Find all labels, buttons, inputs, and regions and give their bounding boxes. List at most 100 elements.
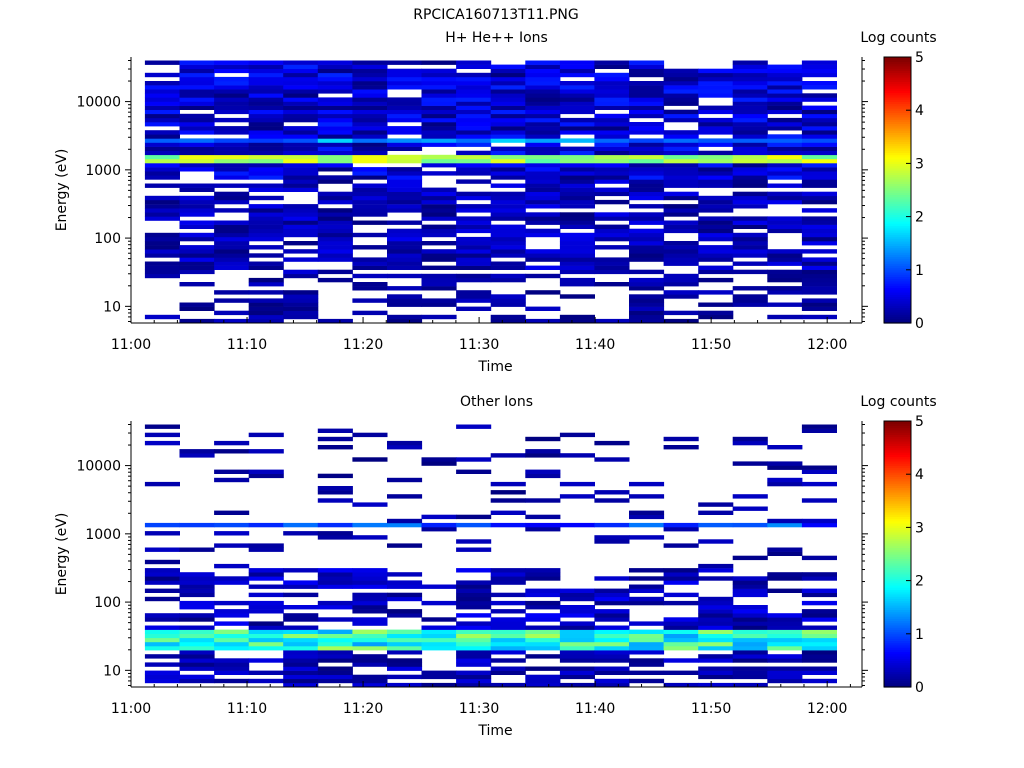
heatmap-cell — [698, 245, 734, 250]
heatmap-cell — [456, 568, 492, 573]
heatmap-cell — [144, 629, 180, 634]
heatmap-cell — [663, 445, 699, 450]
heatmap-cell — [559, 432, 595, 438]
heatmap-cell — [283, 314, 319, 320]
heatmap-cell — [767, 97, 803, 102]
heatmap-cell — [352, 191, 388, 197]
heatmap-cell — [283, 568, 319, 573]
heatmap-cell — [525, 654, 561, 659]
colorbar-segment — [884, 269, 911, 273]
colorbar-tick-label: 1 — [915, 263, 924, 279]
heatmap-cell — [248, 310, 284, 316]
heatmap-cell — [801, 592, 837, 598]
heatmap-cell — [801, 199, 837, 205]
colorbar-segment — [884, 673, 911, 677]
heatmap-cell — [801, 646, 837, 651]
heatmap-cell — [629, 494, 665, 499]
heatmap-cell — [283, 257, 319, 262]
heatmap-cell — [629, 146, 665, 151]
heatmap-cell — [248, 629, 284, 634]
heatmap-cell — [421, 282, 457, 287]
heatmap-cell — [456, 158, 492, 164]
heatmap-cell — [283, 224, 319, 229]
heatmap-cell — [421, 273, 457, 279]
heatmap-cell — [629, 318, 665, 324]
heatmap-cell — [352, 150, 388, 156]
heatmap-cell — [698, 253, 734, 258]
colorbar-segment — [884, 578, 911, 582]
heatmap-cell — [387, 257, 423, 262]
heatmap-cell — [525, 158, 561, 164]
heatmap-cell — [663, 167, 699, 172]
heatmap-cell — [214, 646, 250, 651]
heatmap-cell — [387, 97, 423, 102]
colorbar-segment — [884, 218, 911, 222]
heatmap-cell — [387, 261, 423, 266]
heatmap-cell — [283, 212, 319, 217]
heatmap-cell — [456, 265, 492, 270]
heatmap-cell — [594, 236, 630, 242]
heatmap-cell — [559, 282, 595, 287]
heatmap-cell — [663, 208, 699, 213]
heatmap-cell — [767, 81, 803, 86]
heatmap-cell — [144, 572, 180, 577]
heatmap-cell — [214, 613, 250, 618]
heatmap-cell — [179, 302, 215, 307]
heatmap-cell — [421, 617, 457, 622]
heatmap-cell — [214, 228, 250, 234]
heatmap-cell — [387, 674, 423, 680]
heatmap-cell — [732, 629, 768, 634]
heatmap-cell — [663, 253, 699, 258]
heatmap-cell — [179, 245, 215, 250]
heatmap-cell — [421, 277, 457, 283]
heatmap-cell — [559, 187, 595, 192]
heatmap-cell — [663, 633, 699, 639]
heatmap-cell — [248, 637, 284, 643]
heatmap-cell — [525, 199, 561, 205]
colorbar-segment — [884, 139, 911, 142]
heatmap-cell — [629, 633, 665, 639]
colorbar-segment — [884, 443, 911, 446]
heatmap-cell — [767, 290, 803, 295]
heatmap-cell — [248, 633, 284, 639]
heatmap-cell — [663, 175, 699, 180]
heatmap-cell — [283, 666, 319, 671]
heatmap-cell — [421, 154, 457, 160]
colorbar-tick-label: 1 — [915, 627, 924, 643]
heatmap-cell — [317, 654, 353, 659]
heatmap-cell — [317, 142, 353, 147]
heatmap-cell — [352, 257, 388, 262]
heatmap-cell — [732, 191, 768, 197]
heatmap-cell — [698, 76, 734, 82]
heatmap-cell — [767, 93, 803, 98]
colorbar-segment — [884, 518, 911, 522]
heatmap-cell — [214, 76, 250, 82]
heatmap-cell — [525, 682, 561, 688]
heatmap-cell — [767, 175, 803, 180]
heatmap-cell — [352, 154, 388, 160]
heatmap-cell — [352, 122, 388, 127]
heatmap-cell — [387, 158, 423, 164]
heatmap-cell — [248, 678, 284, 684]
heatmap-cell — [698, 204, 734, 209]
heatmap-cell — [801, 641, 837, 647]
heatmap-cell — [214, 670, 250, 675]
heatmap-cell — [559, 224, 595, 229]
heatmap-cell — [317, 486, 353, 491]
heatmap-cell — [456, 457, 492, 462]
heatmap-cell — [698, 68, 734, 74]
heatmap-cell — [559, 265, 595, 270]
heatmap-cell — [179, 187, 215, 192]
colorbar-segment — [884, 485, 911, 489]
heatmap-cell — [801, 277, 837, 283]
colorbar-segment — [884, 143, 911, 147]
colorbar-tick-label: 0 — [915, 316, 924, 332]
heatmap-cell — [594, 592, 630, 598]
heatmap-cell — [594, 138, 630, 143]
heatmap-cell — [214, 85, 250, 90]
heatmap-cell — [525, 195, 561, 201]
heatmap-cell — [732, 621, 768, 626]
heatmap-cell — [525, 522, 561, 528]
heatmap-cell — [594, 81, 630, 86]
colorbar-segment — [884, 276, 911, 280]
